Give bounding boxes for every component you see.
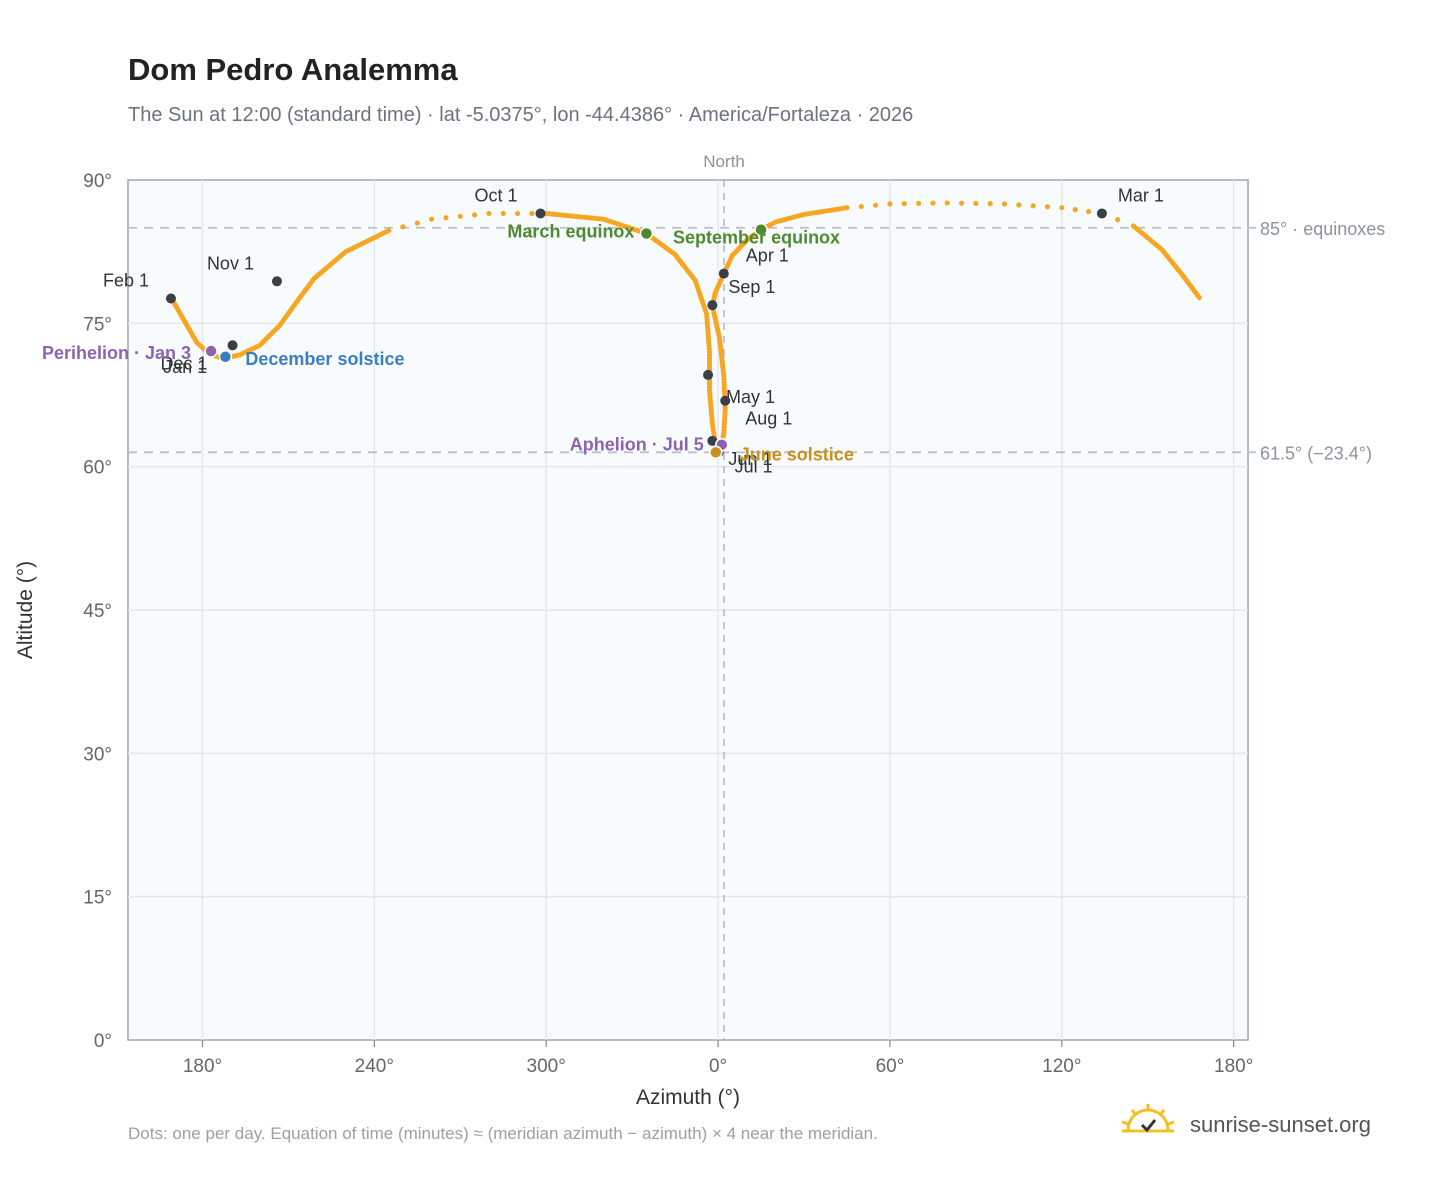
event-label: Aphelion · Jul 5 <box>570 435 704 455</box>
event-marker <box>218 350 233 364</box>
event-marker <box>204 344 218 358</box>
analemma-dot <box>1115 217 1121 223</box>
month-label: Aug 1 <box>745 409 792 429</box>
reference-line-label: 85° · equinoxes <box>1260 219 1385 239</box>
analemma-dot <box>1001 201 1008 207</box>
analemma-dot <box>873 202 879 208</box>
analemma-dot <box>386 228 392 234</box>
event-label: December solstice <box>245 349 404 369</box>
analemma-dot <box>500 210 506 217</box>
y-tick-label: 45° <box>83 601 112 622</box>
analemma-dot <box>529 210 535 217</box>
month-label: Apr 1 <box>746 246 789 266</box>
month-marker <box>707 435 718 446</box>
north-label: North <box>703 152 745 171</box>
analemma-dot <box>915 200 922 207</box>
month-label: Feb 1 <box>103 270 149 290</box>
month-label: Jun 1 <box>728 449 772 469</box>
y-tick-label: 15° <box>83 888 112 909</box>
month-marker <box>227 340 238 351</box>
month-marker <box>707 300 718 311</box>
x-tick-label: 240° <box>355 1056 394 1077</box>
x-tick-label: 0° <box>709 1056 727 1077</box>
x-tick-label: 120° <box>1042 1056 1081 1077</box>
analemma-dot <box>400 224 406 230</box>
event-markers: Perihelion · Jan 3 December solstice March… <box>42 222 854 465</box>
x-tick-label: 180° <box>1214 1056 1253 1077</box>
analemma-dot <box>429 216 435 222</box>
y-tick-label: 0° <box>94 1031 112 1052</box>
analemma-dot <box>887 201 893 207</box>
analemma-dot <box>1044 204 1051 210</box>
analemma-dot <box>514 210 521 217</box>
y-tick-label: 90° <box>83 171 112 192</box>
brand-name: sunrise-sunset.org <box>1190 1112 1371 1137</box>
month-marker <box>720 395 731 406</box>
event-marker <box>754 222 768 237</box>
analemma-dot <box>457 213 463 219</box>
month-marker <box>718 268 729 279</box>
month-marker <box>703 369 714 380</box>
month-label: Nov 1 <box>207 253 254 273</box>
event-label: March equinox <box>507 222 634 242</box>
reference-line-label: 61.5° (−23.4°) <box>1260 443 1372 463</box>
analemma-dot <box>844 205 850 211</box>
event-marker <box>639 226 654 241</box>
x-tick-label: 180° <box>183 1056 222 1077</box>
chart-title: Dom Pedro Analemma <box>128 52 458 87</box>
analemma-dot <box>1085 208 1092 215</box>
analemma-dot <box>958 200 965 206</box>
month-label: Sep 1 <box>728 277 775 297</box>
x-axis-label: Azimuth (°) <box>636 1086 740 1109</box>
analemma-dot <box>1196 294 1202 301</box>
analemma-dot <box>471 212 478 218</box>
analemma-dot <box>414 220 420 226</box>
month-label: Dec 1 <box>161 353 208 373</box>
analemma-dot <box>858 203 864 210</box>
grid <box>128 180 1248 1040</box>
month-marker <box>165 293 176 304</box>
chart-subtitle: The Sun at 12:00 (standard time) · lat -… <box>128 104 914 126</box>
y-axis-label: Altitude (°) <box>14 561 37 659</box>
month-label: Jul 1 <box>735 456 773 476</box>
analemma-dot <box>901 201 907 207</box>
footnote: Dots: one per day. Equation of time (min… <box>128 1124 878 1143</box>
event-label: Perihelion · Jan 3 <box>42 343 191 363</box>
month-label: Mar 1 <box>1118 185 1164 205</box>
y-tick-label: 60° <box>83 458 112 479</box>
analemma-dot <box>987 201 993 207</box>
analemma-curve <box>168 200 1202 454</box>
event-marker <box>709 445 723 460</box>
reference-lines: 85° · equinoxes 61.5° (−23.4°) <box>128 219 1385 463</box>
x-tick-label: 300° <box>527 1056 566 1077</box>
analemma-dot <box>944 200 950 206</box>
month-label: Oct 1 <box>474 185 517 205</box>
axes: 0° 15° 30° 45° 60° 75° 90° 180° 240° 300° 0° 60° 120… <box>83 171 1253 1077</box>
analemma-dot <box>443 215 449 221</box>
analemma-dot <box>1059 205 1065 211</box>
analemma-dot <box>1016 202 1022 208</box>
month-label: Jan 1 <box>163 357 207 377</box>
month-marker <box>535 208 546 219</box>
analemma-dot <box>1030 203 1036 209</box>
brand: sunrise-sunset.org <box>1120 1100 1390 1150</box>
analemma-dot <box>486 210 492 217</box>
event-label: September equinox <box>673 228 840 248</box>
sun-logo-icon <box>1121 1104 1175 1133</box>
y-tick-label: 75° <box>83 314 112 335</box>
y-tick-label: 30° <box>83 744 112 765</box>
month-marker <box>1096 208 1107 219</box>
analemma-dot <box>973 200 979 207</box>
month-label: May 1 <box>726 387 775 407</box>
analemma-dot <box>1072 207 1078 213</box>
analemma-dot <box>930 200 936 206</box>
event-label: June solstice <box>740 444 854 464</box>
x-tick-label: 60° <box>876 1056 905 1077</box>
month-marker <box>271 276 282 287</box>
